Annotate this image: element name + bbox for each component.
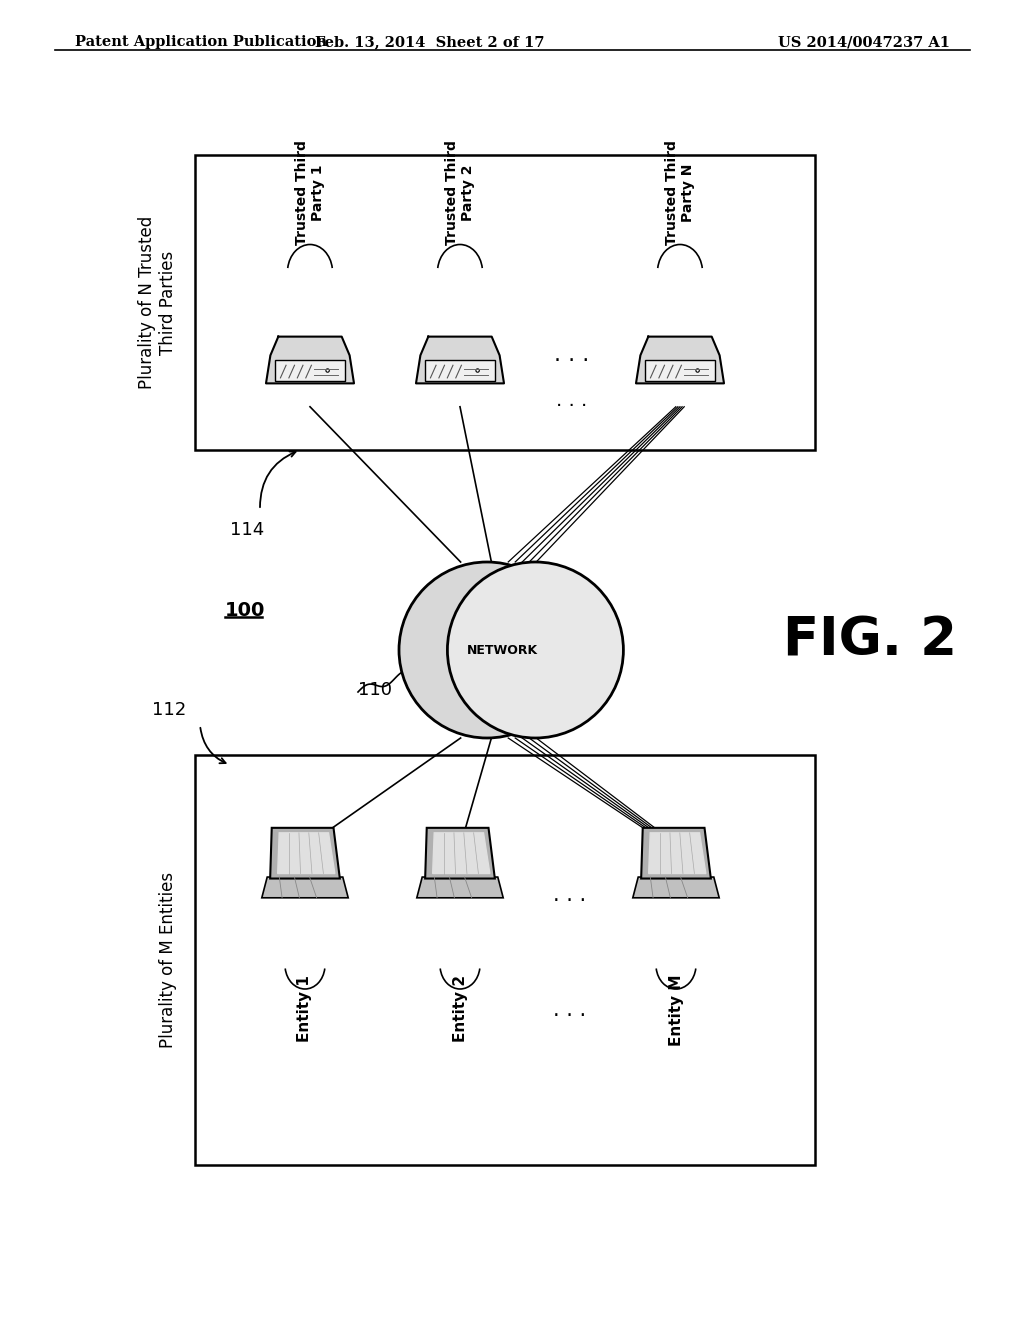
Text: NETWORK: NETWORK [467,644,539,656]
Bar [645,360,715,381]
Circle shape [326,368,330,372]
Text: Patent Application Publication: Patent Application Publication [75,36,327,49]
Text: Entity M: Entity M [669,975,683,1047]
Text: 100: 100 [225,601,265,619]
Text: Plurality of M Entities: Plurality of M Entities [159,873,177,1048]
Text: . . .: . . . [553,1001,587,1020]
Circle shape [476,368,479,372]
Polygon shape [417,876,503,898]
Polygon shape [636,337,724,383]
Text: US 2014/0047237 A1: US 2014/0047237 A1 [778,36,950,49]
Text: 114: 114 [230,521,264,539]
Polygon shape [266,337,354,383]
Circle shape [447,562,624,738]
Text: . . .: . . . [554,345,590,366]
Polygon shape [278,833,335,874]
Text: Plurality of N Trusted
Third Parties: Plurality of N Trusted Third Parties [138,216,177,389]
Polygon shape [433,833,489,874]
Text: Entity 2: Entity 2 [453,975,468,1041]
Text: . . .: . . . [553,884,587,906]
Text: Feb. 13, 2014  Sheet 2 of 17: Feb. 13, 2014 Sheet 2 of 17 [315,36,545,49]
Bar [195,755,815,1166]
Text: 112: 112 [152,701,186,719]
Polygon shape [262,876,348,898]
Bar [274,360,345,381]
Text: Entity 1: Entity 1 [298,975,312,1041]
Circle shape [696,368,699,372]
Circle shape [399,562,575,738]
Polygon shape [425,828,495,879]
Polygon shape [416,337,504,383]
Text: 110: 110 [358,681,392,700]
Polygon shape [648,833,706,874]
Polygon shape [633,876,719,898]
Text: Trusted Third
Party N: Trusted Third Party N [665,140,695,246]
Text: Trusted Third
Party 1: Trusted Third Party 1 [295,140,325,246]
Polygon shape [270,828,340,879]
Text: . . .: . . . [556,391,588,409]
Bar [195,154,815,450]
Text: Trusted Third
Party 2: Trusted Third Party 2 [444,140,475,246]
Text: FIG. 2: FIG. 2 [783,614,957,667]
Bar [425,360,496,381]
Polygon shape [641,828,711,879]
